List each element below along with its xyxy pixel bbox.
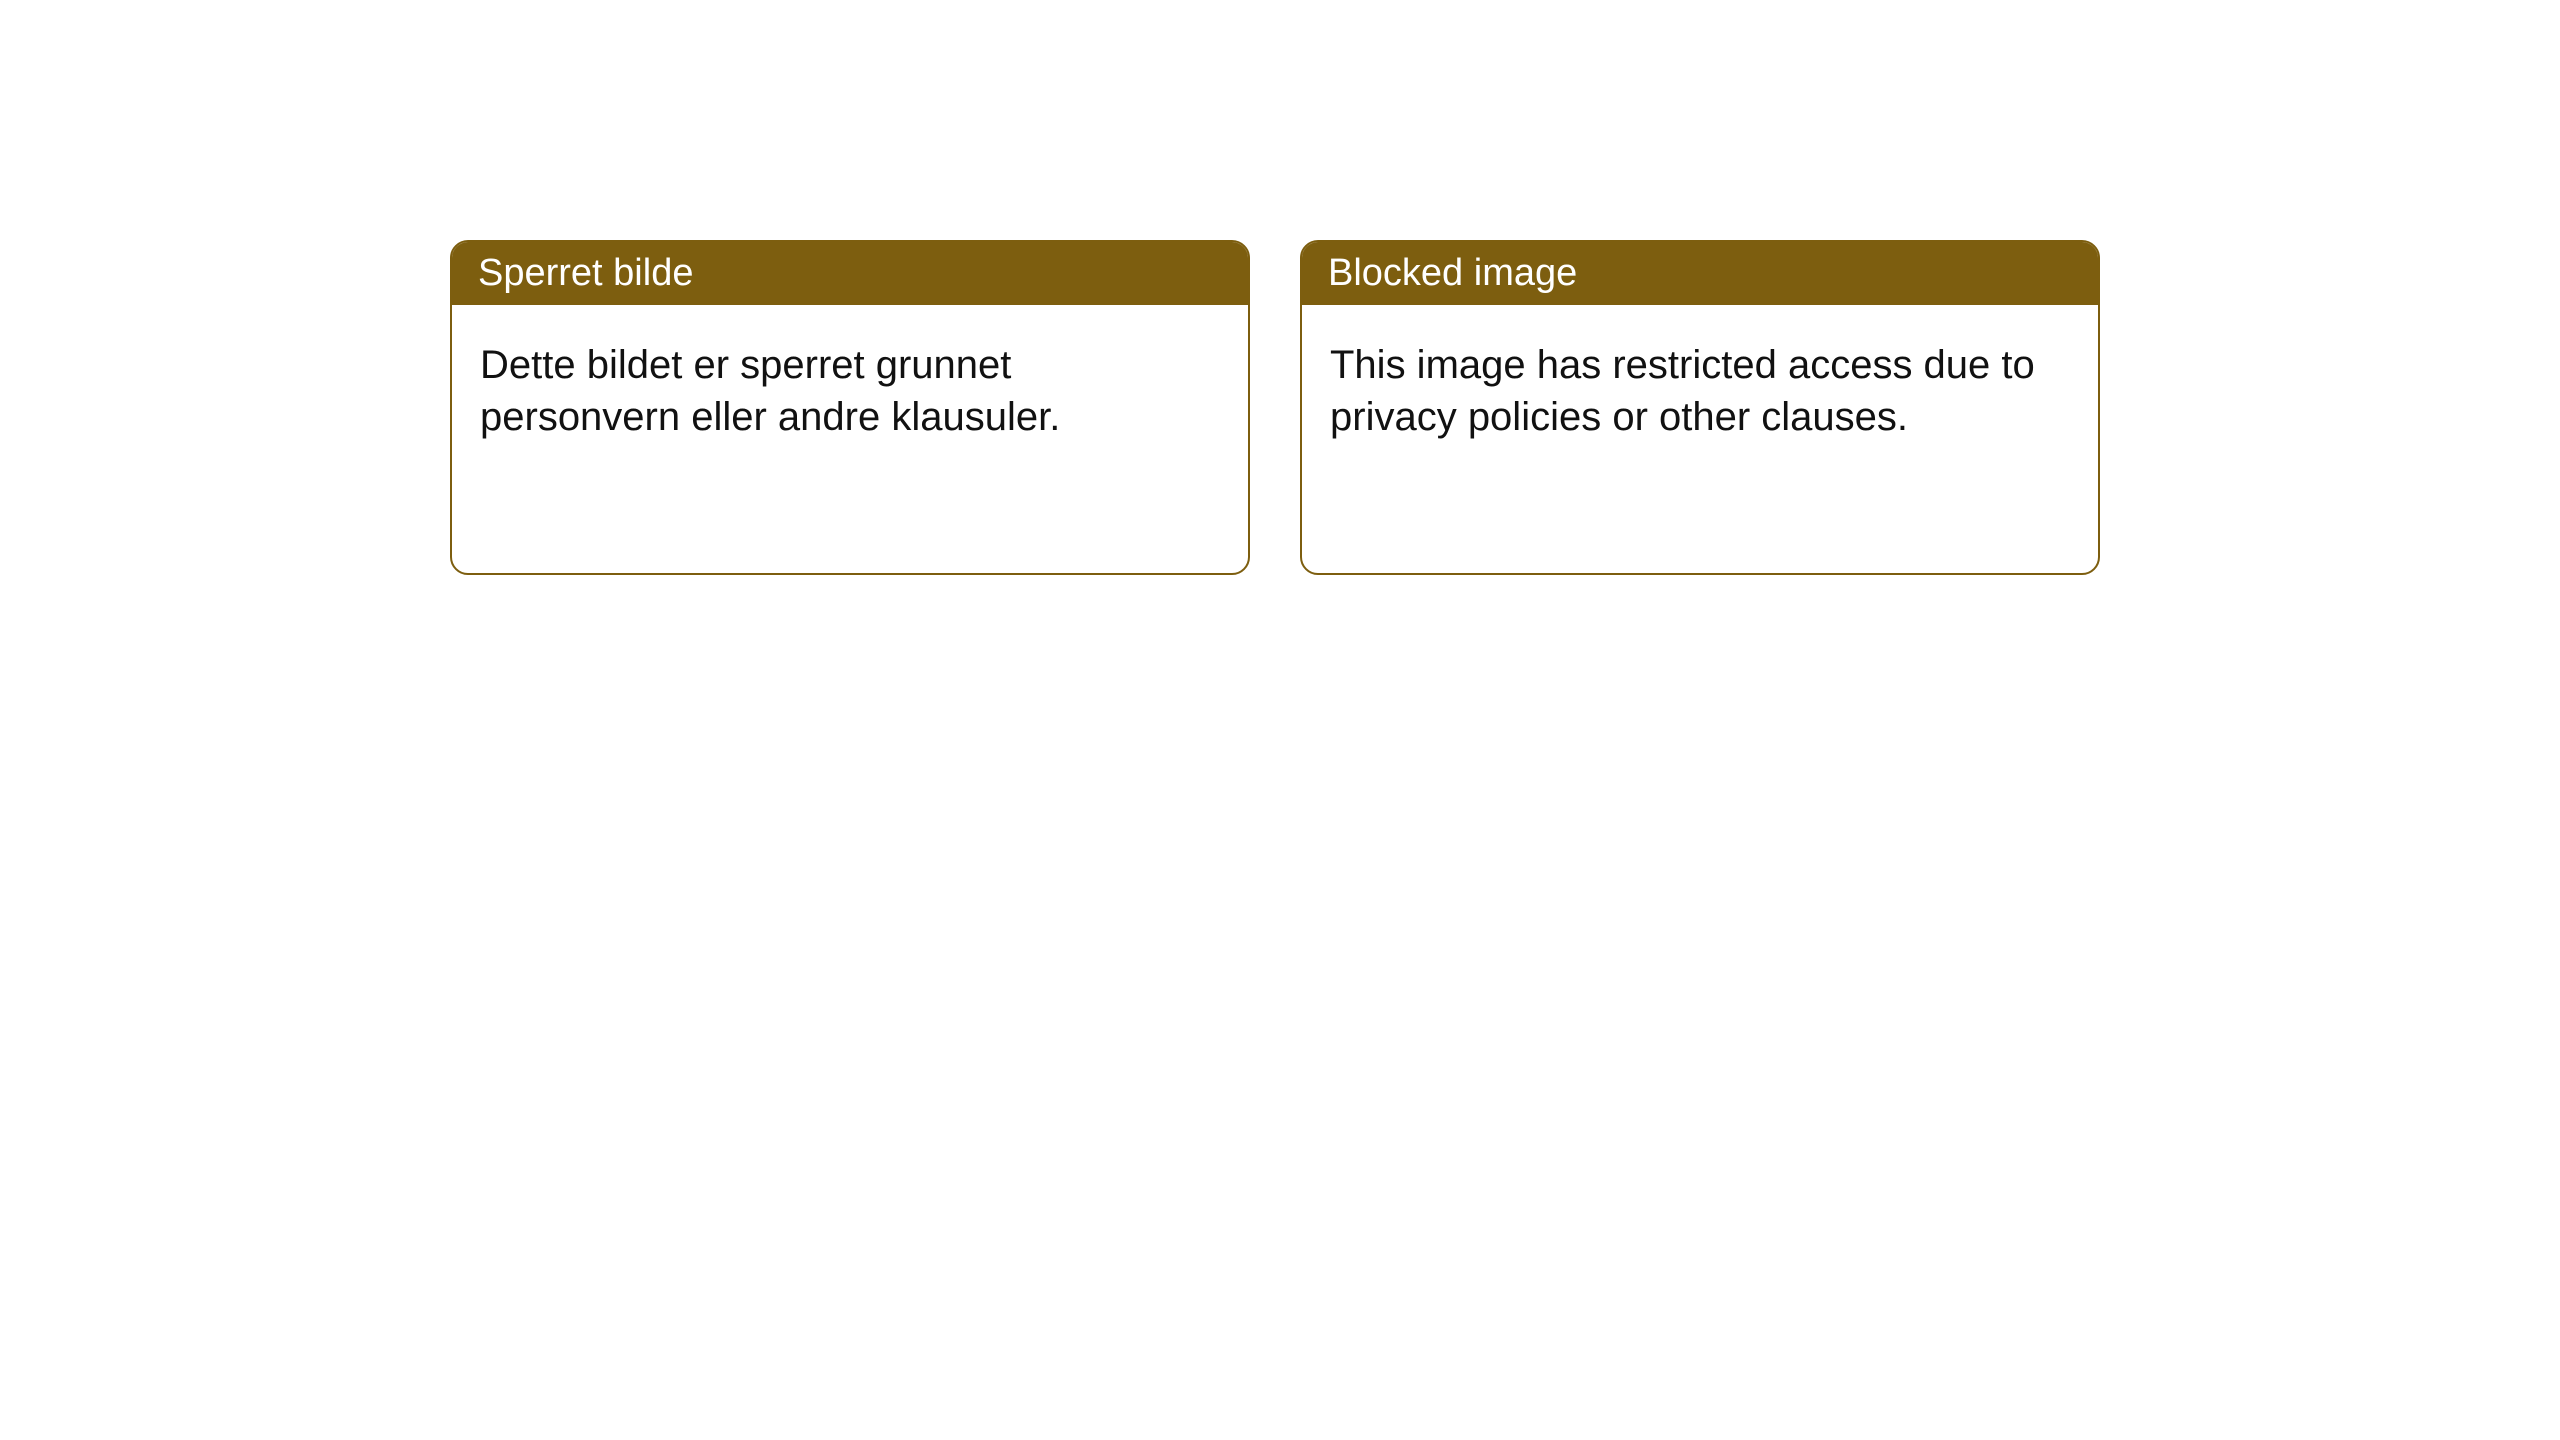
card-body: This image has restricted access due to …: [1302, 305, 2098, 477]
notice-card-norwegian: Sperret bilde Dette bildet er sperret gr…: [450, 240, 1250, 575]
card-body-text: This image has restricted access due to …: [1330, 343, 2035, 439]
notice-card-english: Blocked image This image has restricted …: [1300, 240, 2100, 575]
card-body-text: Dette bildet er sperret grunnet personve…: [480, 343, 1060, 439]
card-header: Sperret bilde: [452, 242, 1248, 305]
notice-container: Sperret bilde Dette bildet er sperret gr…: [0, 0, 2560, 575]
card-title: Blocked image: [1328, 252, 1577, 294]
card-title: Sperret bilde: [478, 252, 693, 294]
card-body: Dette bildet er sperret grunnet personve…: [452, 305, 1248, 477]
card-header: Blocked image: [1302, 242, 2098, 305]
